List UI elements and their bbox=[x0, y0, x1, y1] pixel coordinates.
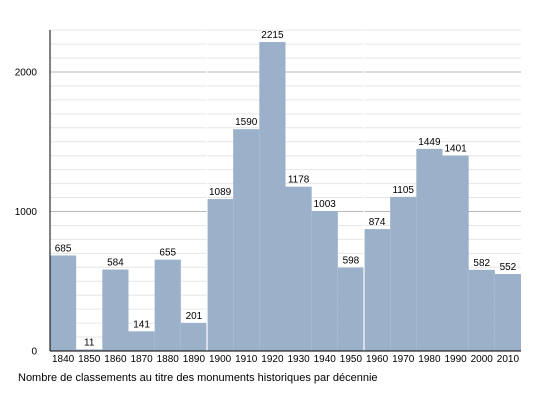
y-tick-label-1000: 1000 bbox=[15, 207, 38, 218]
value-label-1960: 874 bbox=[369, 217, 386, 228]
x-tick-label-1950: 1950 bbox=[340, 354, 363, 365]
x-tick-label-1890: 1890 bbox=[183, 354, 206, 365]
value-label-1850: 11 bbox=[84, 337, 95, 348]
value-label-1840: 685 bbox=[55, 243, 72, 254]
x-tick-label-1840: 1840 bbox=[52, 354, 75, 365]
x-tick-label-1870: 1870 bbox=[130, 354, 153, 365]
value-label-1940: 1003 bbox=[314, 199, 337, 210]
bar-2000 bbox=[468, 269, 495, 351]
bar-1880 bbox=[154, 259, 181, 351]
value-label-1980: 1449 bbox=[418, 137, 441, 148]
value-label-2010: 552 bbox=[500, 262, 517, 273]
bar-series bbox=[50, 30, 521, 351]
x-tick-label-1960: 1960 bbox=[366, 354, 389, 365]
x-tick-label-1900: 1900 bbox=[209, 354, 232, 365]
value-label-1970: 1105 bbox=[392, 185, 414, 196]
x-tick-label-2010: 2010 bbox=[497, 354, 520, 365]
bar-1970 bbox=[390, 196, 417, 351]
bar-1850 bbox=[76, 349, 103, 351]
value-label-1910: 1590 bbox=[235, 117, 258, 128]
bar-1890 bbox=[180, 322, 207, 351]
x-tick-label-1940: 1940 bbox=[314, 354, 337, 365]
value-label-1930: 1178 bbox=[288, 175, 310, 186]
bar-1990 bbox=[442, 155, 469, 351]
bar-1900 bbox=[207, 199, 234, 351]
y-tick-label-0: 0 bbox=[31, 347, 37, 358]
bar-1940 bbox=[311, 211, 338, 351]
x-tick-label-1910: 1910 bbox=[235, 354, 258, 365]
x-tick-label-2000: 2000 bbox=[471, 354, 494, 365]
x-tick-label-1930: 1930 bbox=[287, 354, 310, 365]
tick-labels: 1840 1850 1860 1870 1880 1890 1900 1910 1920 1930… bbox=[15, 68, 520, 366]
x-tick-label-1970: 1970 bbox=[392, 354, 415, 365]
y-tick-label-2000: 2000 bbox=[15, 68, 38, 79]
bar-1910 bbox=[233, 129, 260, 351]
bar-1960 bbox=[364, 229, 391, 351]
bar-1930 bbox=[285, 186, 312, 351]
x-tick-label-1880: 1880 bbox=[157, 354, 180, 365]
value-label-1870: 141 bbox=[133, 319, 150, 330]
value-label-1950: 598 bbox=[343, 256, 360, 267]
bar-1870 bbox=[128, 331, 155, 351]
bar-1860 bbox=[102, 269, 129, 351]
value-label-1880: 655 bbox=[159, 248, 176, 259]
axes bbox=[49, 30, 521, 352]
x-tick-label-1850: 1850 bbox=[78, 354, 101, 365]
bar-1950 bbox=[337, 267, 364, 351]
x-tick-label-1920: 1920 bbox=[261, 354, 284, 365]
bar-2010 bbox=[494, 273, 521, 351]
x-tick-label-1990: 1990 bbox=[444, 354, 467, 365]
value-label-1920: 2215 bbox=[261, 30, 284, 41]
value-label-2000: 582 bbox=[473, 258, 490, 269]
x-tick-label-1860: 1860 bbox=[104, 354, 127, 365]
bar-1920 bbox=[259, 42, 286, 351]
value-labels: 685 11 584 141 655 201 1089 1590 2215 1178 1003 598… bbox=[55, 30, 517, 348]
chart-caption: Nombre de classements au titre des monum… bbox=[18, 372, 378, 384]
bar-1840 bbox=[50, 255, 77, 351]
value-label-1990: 1401 bbox=[444, 144, 467, 155]
value-label-1860: 584 bbox=[107, 258, 124, 269]
value-label-1890: 201 bbox=[186, 311, 203, 322]
x-tick-label-1980: 1980 bbox=[418, 354, 441, 365]
bar-1980 bbox=[416, 148, 443, 351]
value-label-1900: 1089 bbox=[209, 187, 232, 198]
